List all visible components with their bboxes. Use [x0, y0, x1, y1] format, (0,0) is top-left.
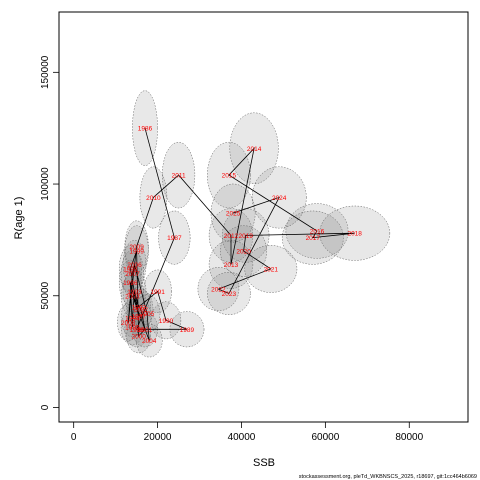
year-label-2014: 2014 — [247, 146, 262, 153]
year-label-2010: 2010 — [146, 195, 161, 202]
year-label-2011: 2011 — [172, 173, 186, 180]
y-tick-label: 0 — [40, 404, 51, 410]
year-label-2006: 2006 — [127, 262, 142, 269]
year-label-2020: 2020 — [236, 249, 251, 256]
year-label-2003: 2003 — [125, 293, 140, 300]
y-axis: 0 50000 100000 150000 — [40, 55, 59, 410]
year-label-1987: 1987 — [167, 235, 182, 242]
year-label-1986: 1986 — [138, 126, 153, 133]
year-label-1996: 1996 — [123, 280, 138, 287]
year-label-2008: 2008 — [121, 320, 136, 327]
x-tick-label: 40000 — [228, 432, 256, 443]
year-label-2021: 2021 — [264, 266, 279, 273]
y-tick-label: 100000 — [40, 167, 51, 201]
x-tick-label: 20000 — [144, 432, 172, 443]
y-tick-label: 150000 — [40, 55, 51, 89]
year-label-2004: 2004 — [142, 338, 157, 345]
year-label-2005: 2005 — [140, 311, 155, 318]
footnote: stockassessment.org, pleTd_WKBNSCS_2025,… — [299, 474, 477, 480]
year-label-2013: 2013 — [224, 262, 239, 269]
x-tick-label: 0 — [71, 432, 77, 443]
year-label-2023: 2023 — [222, 291, 237, 298]
year-label-2009: 2009 — [129, 244, 144, 251]
x-tick-label: 60000 — [311, 432, 339, 443]
year-label-2001: 2001 — [138, 327, 153, 334]
year-label-2007: 2007 — [125, 271, 140, 278]
y-axis-title: R(age 1) — [13, 197, 25, 240]
year-label-1990: 1990 — [159, 318, 174, 325]
year-label-2025: 2025 — [226, 211, 241, 218]
year-label-2019: 2019 — [238, 233, 253, 240]
x-tick-label: 80000 — [395, 432, 423, 443]
year-label-2024: 2024 — [272, 195, 287, 202]
year-label-2012: 2012 — [224, 233, 239, 240]
x-axis-title: SSB — [253, 457, 275, 469]
x-axis: 0 20000 40000 60000 80000 — [71, 422, 424, 443]
year-label-1991: 1991 — [150, 289, 165, 296]
year-label-1989: 1989 — [180, 327, 195, 334]
year-label-2015: 2015 — [222, 173, 237, 180]
year-label-2018: 2018 — [347, 231, 362, 238]
y-tick-label: 50000 — [40, 281, 51, 309]
year-label-2017: 2017 — [306, 235, 321, 242]
